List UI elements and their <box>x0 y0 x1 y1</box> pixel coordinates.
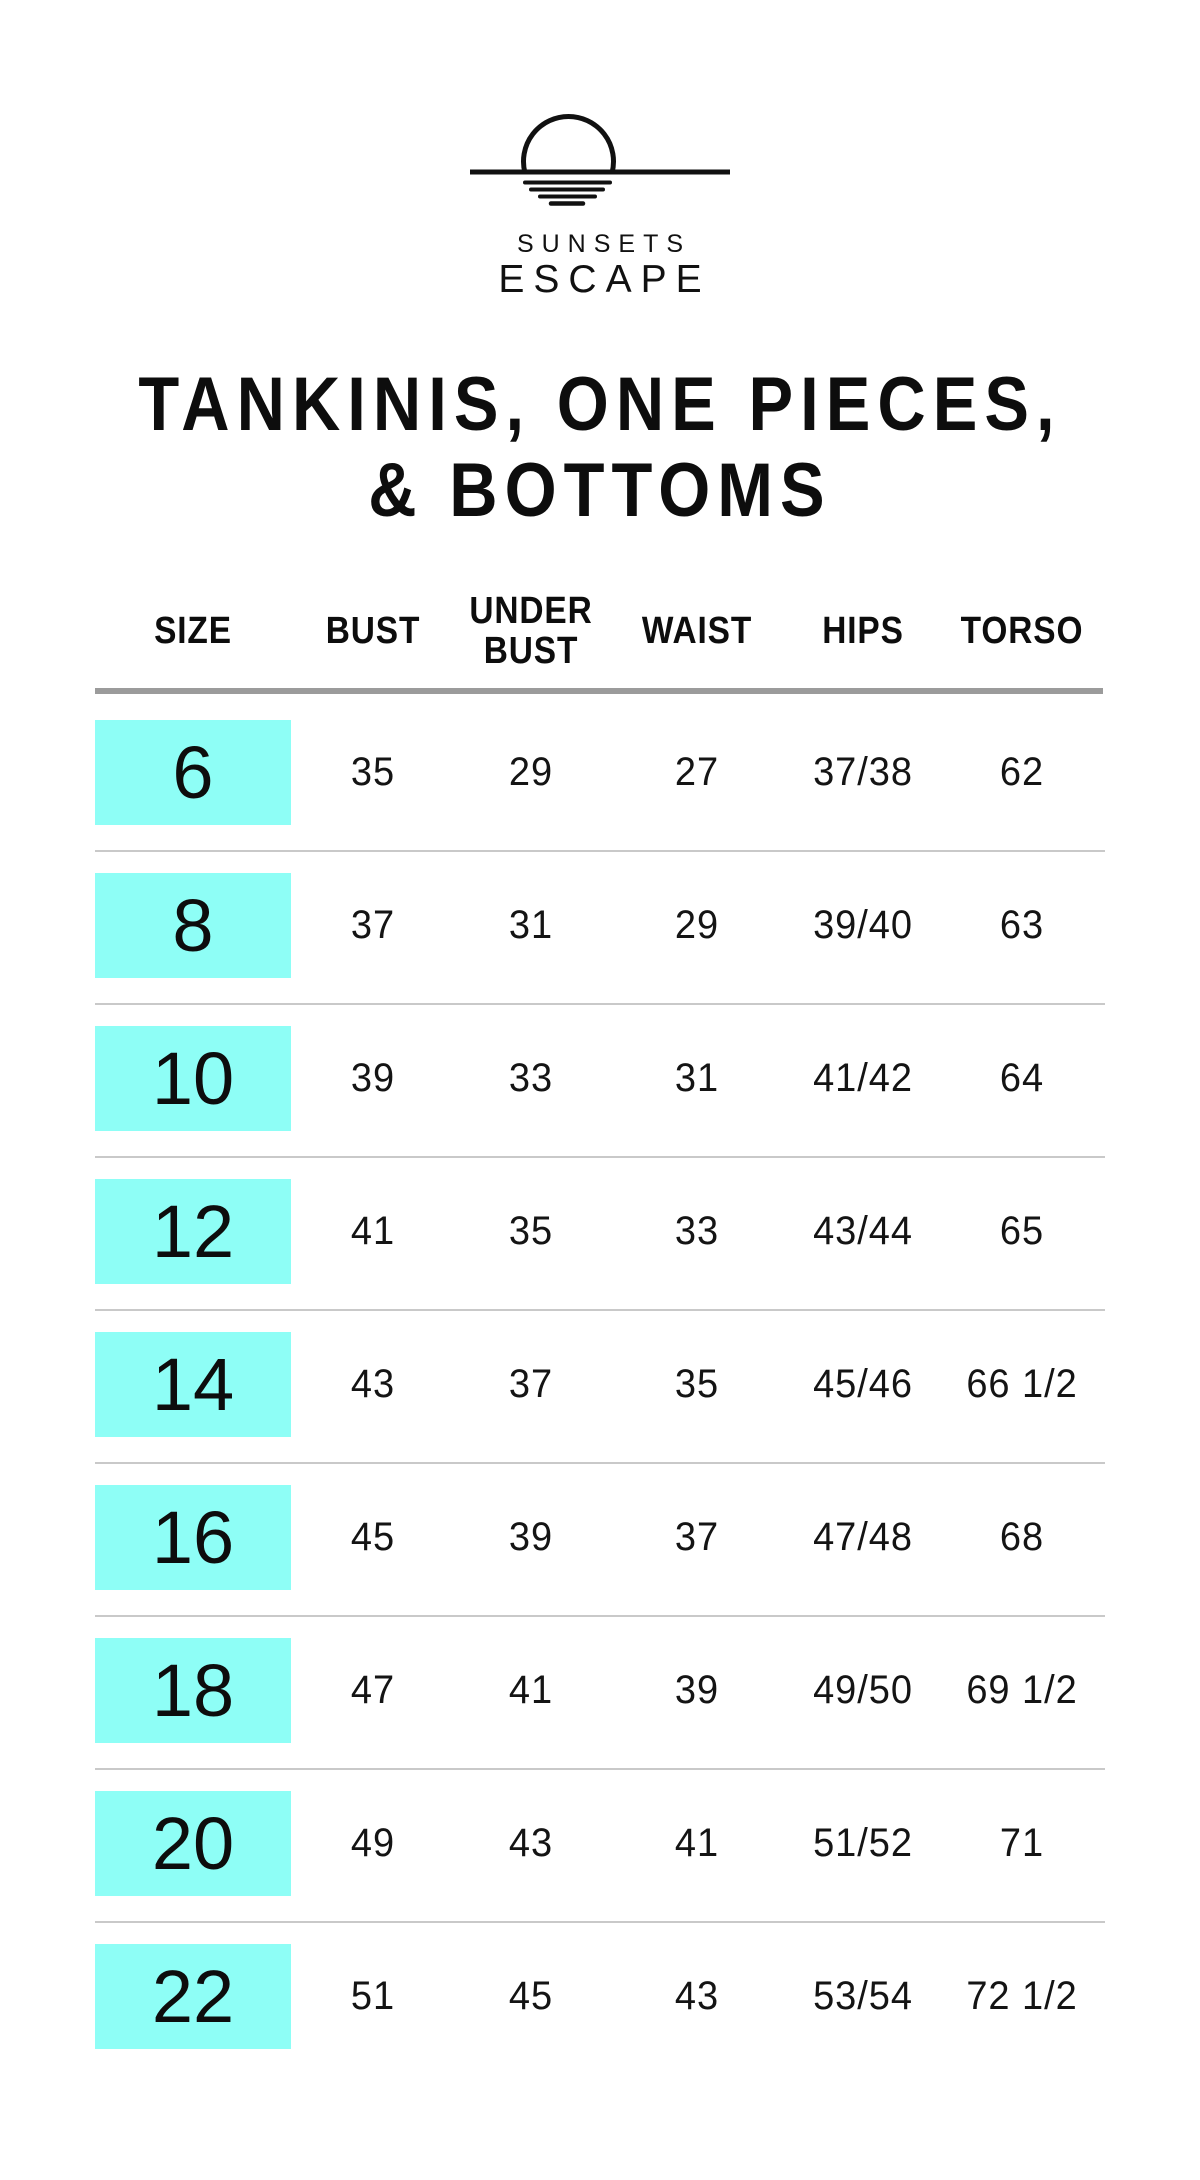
torso-cell: 65 <box>999 1209 1045 1253</box>
waist-cell: 33 <box>674 1209 720 1253</box>
table-row: 20 49 43 41 51/52 71 <box>95 1768 1105 1944</box>
column-header-bust: BUST <box>325 610 421 652</box>
under-bust-cell: 35 <box>508 1209 554 1253</box>
bust-cell: 49 <box>350 1821 396 1865</box>
waist-cell: 31 <box>674 1056 720 1100</box>
hips-cell: 49/50 <box>813 1668 913 1712</box>
hips-cell: 41/42 <box>813 1056 913 1100</box>
bust-cell: 43 <box>350 1362 396 1406</box>
under-bust-cell: 39 <box>508 1515 554 1559</box>
bust-cell: 35 <box>350 750 396 794</box>
waist-cell: 29 <box>674 903 720 947</box>
size-cell: 18 <box>95 1638 291 1743</box>
waist-cell: 43 <box>674 1974 720 2018</box>
table-row: 6 35 29 27 37/38 62 <box>95 720 1105 873</box>
waist-cell: 35 <box>674 1362 720 1406</box>
bust-cell: 37 <box>350 903 396 947</box>
under-bust-cell: 45 <box>508 1974 554 2018</box>
under-bust-cell: 37 <box>508 1362 554 1406</box>
table-row: 22 51 45 43 53/54 72 1/2 <box>95 1921 1105 2097</box>
torso-cell: 68 <box>999 1515 1045 1559</box>
size-cell: 16 <box>95 1485 291 1590</box>
bust-cell: 47 <box>350 1668 396 1712</box>
hips-cell: 39/40 <box>813 903 913 947</box>
under-bust-cell: 29 <box>508 750 554 794</box>
under-bust-cell: 33 <box>508 1056 554 1100</box>
size-cell: 10 <box>95 1026 291 1131</box>
bust-cell: 51 <box>350 1974 396 2018</box>
page-title-line2: & BOTTOMS <box>368 448 832 533</box>
waist-cell: 39 <box>674 1668 720 1712</box>
table-row: 14 43 37 35 45/46 66 1/2 <box>95 1309 1105 1485</box>
hips-cell: 51/52 <box>813 1821 913 1865</box>
table-row: 10 39 33 31 41/42 64 <box>95 1003 1105 1179</box>
table-row: 16 45 39 37 47/48 68 <box>95 1462 1105 1638</box>
waist-cell: 37 <box>674 1515 720 1559</box>
table-row: 8 37 31 29 39/40 63 <box>95 850 1105 1026</box>
hips-cell: 47/48 <box>813 1515 913 1559</box>
column-header-under-bust: UNDER BUST <box>469 590 593 672</box>
waist-cell: 41 <box>674 1821 720 1865</box>
torso-cell: 72 1/2 <box>966 1974 1078 2018</box>
table-row: 12 41 35 33 43/44 65 <box>95 1156 1105 1332</box>
torso-cell: 63 <box>999 903 1045 947</box>
size-cell: 14 <box>95 1332 291 1437</box>
under-bust-cell: 31 <box>508 903 554 947</box>
hips-cell: 37/38 <box>813 750 913 794</box>
hips-cell: 45/46 <box>813 1362 913 1406</box>
size-cell: 22 <box>95 1944 291 2049</box>
table-row: 18 47 41 39 49/50 69 1/2 <box>95 1615 1105 1791</box>
header-rule <box>95 688 1103 694</box>
column-header-torso: TORSO <box>960 610 1084 652</box>
column-header-hips: HIPS <box>822 610 904 652</box>
size-cell: 6 <box>95 720 291 825</box>
size-cell: 12 <box>95 1179 291 1284</box>
size-table-body: 6 35 29 27 37/38 62 8 37 31 29 39/40 63 … <box>95 720 1105 2097</box>
size-cell: 8 <box>95 873 291 978</box>
torso-cell: 69 1/2 <box>966 1668 1078 1712</box>
brand-name-top: SUNSETS <box>516 230 692 258</box>
bust-cell: 45 <box>350 1515 396 1559</box>
hips-cell: 53/54 <box>813 1974 913 2018</box>
column-header-size: SIZE <box>154 610 232 652</box>
column-header-waist: WAIST <box>641 610 753 652</box>
under-bust-cell: 43 <box>508 1821 554 1865</box>
bust-cell: 41 <box>350 1209 396 1253</box>
hips-cell: 43/44 <box>813 1209 913 1253</box>
size-cell: 20 <box>95 1791 291 1896</box>
table-header-row: SIZE BUST UNDER BUST WAIST HIPS TORSO <box>95 576 1105 686</box>
page-title: TANKINIS, ONE PIECES, & BOTTOMS <box>0 362 1200 534</box>
page-title-line1: TANKINIS, ONE PIECES, <box>138 362 1062 447</box>
brand-name-bottom: ESCAPE <box>498 258 711 301</box>
bust-cell: 39 <box>350 1056 396 1100</box>
under-bust-cell: 41 <box>508 1668 554 1712</box>
sunset-over-water-icon <box>470 113 730 206</box>
waist-cell: 27 <box>674 750 720 794</box>
torso-cell: 66 1/2 <box>966 1362 1078 1406</box>
torso-cell: 71 <box>999 1821 1045 1865</box>
torso-cell: 64 <box>999 1056 1045 1100</box>
torso-cell: 62 <box>999 750 1045 794</box>
